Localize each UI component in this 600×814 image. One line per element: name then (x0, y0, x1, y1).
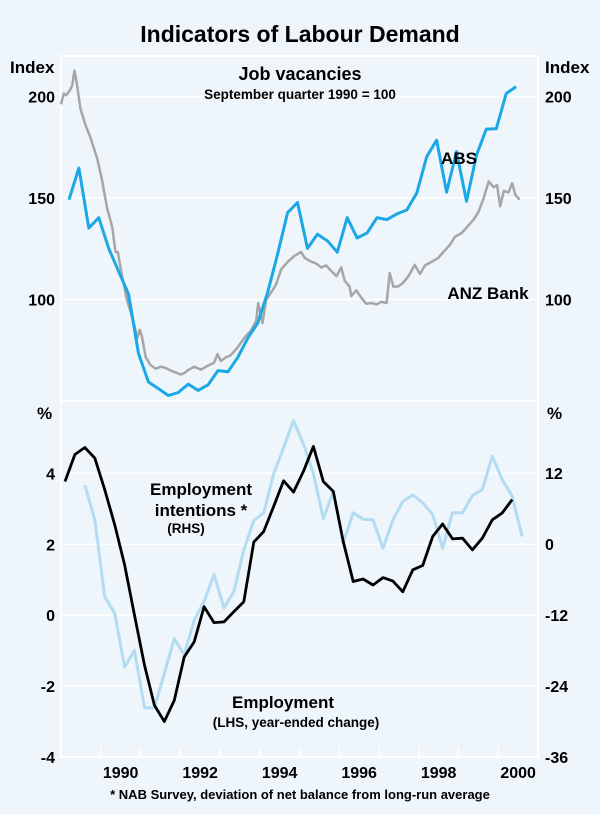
bottom-left-tick-label: 2 (46, 537, 55, 554)
x-tick-label: 2000 (500, 765, 536, 782)
x-tick-label: 1998 (421, 765, 457, 782)
label-abs: ABS (441, 149, 477, 168)
series-line-abs (67, 85, 517, 397)
x-tick-label: 1996 (341, 765, 377, 782)
bottom-right-axis-unit: % (547, 404, 562, 423)
top-left-tick-label: 200 (28, 90, 55, 107)
x-tick-label: 1992 (182, 765, 218, 782)
top-right-tick-label: 200 (545, 90, 572, 107)
bottom-left-tick-label: -4 (41, 750, 55, 767)
x-tick-label: 1990 (103, 765, 139, 782)
bottom-right-tick-label: -12 (545, 608, 568, 625)
bottom-left-tick-label: -2 (41, 679, 55, 696)
label-employment-intentions-detail: (RHS) (167, 521, 205, 536)
top-left-axis-unit: Index (10, 58, 55, 77)
bottom-left-axis-unit: % (37, 404, 52, 423)
top-panel-title: Job vacancies (238, 64, 361, 84)
label-employment-detail: (LHS, year-ended change) (213, 715, 380, 730)
x-tick-marks (100, 747, 499, 757)
bottom-right-tick-label: -24 (545, 679, 568, 696)
top-right-axis-unit: Index (545, 58, 590, 77)
top-right-tick-label: 100 (545, 293, 572, 310)
series-line-employment-intentions (83, 419, 524, 710)
series-line-employment (63, 444, 514, 723)
label-employment-intentions: Employment intentions * (149, 480, 253, 520)
bottom-right-tick-label: 0 (545, 537, 554, 554)
footnote: * NAB Survey, deviation of net balance f… (110, 787, 490, 802)
y-tick-labels: 100 100 150 150 200 200 -4 -2 0 2 4 -36 -24 -12 0 12 (28, 90, 572, 767)
top-right-tick-label: 150 (545, 191, 572, 208)
bottom-left-tick-label: 0 (46, 608, 55, 625)
top-panel-subtitle: September quarter 1990 = 100 (204, 87, 396, 102)
label-employment: Employment (232, 693, 334, 712)
bottom-left-tick-label: 4 (46, 466, 55, 483)
top-left-tick-label: 100 (28, 293, 55, 310)
top-left-tick-label: 150 (28, 191, 55, 208)
x-tick-label: 1994 (262, 765, 298, 782)
x-tick-labels: 1990 1992 1994 1996 1998 2000 (103, 765, 536, 782)
chart-title: Indicators of Labour Demand (140, 21, 459, 47)
bottom-right-tick-label: -36 (545, 750, 568, 767)
series-lines (59, 69, 524, 723)
label-anz-bank: ANZ Bank (447, 284, 529, 303)
bottom-right-tick-label: 12 (545, 466, 563, 483)
